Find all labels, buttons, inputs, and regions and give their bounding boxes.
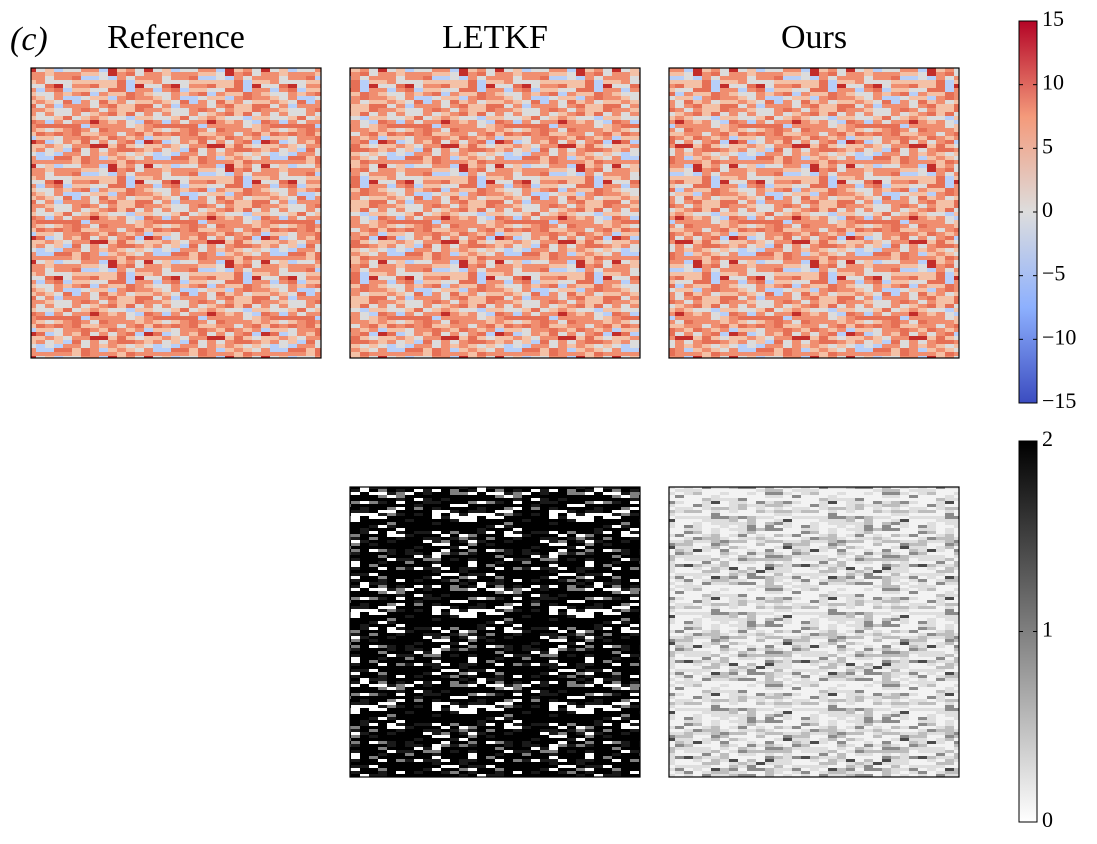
heatmap (668, 67, 960, 359)
panel-label: (c) (10, 21, 48, 58)
colorbar-tick-label: −5 (1042, 261, 1065, 286)
colorbar-tick-label: 1 (1042, 617, 1053, 642)
panel-title: LETKF (442, 19, 548, 56)
panel-title: Ours (781, 19, 847, 56)
heatmap (668, 486, 960, 778)
heatmap (349, 67, 641, 359)
colorbar-tick-label: 0 (1042, 197, 1053, 222)
colorbar-tick-label: 0 (1042, 807, 1053, 832)
colorbar-tick-label: 2 (1042, 426, 1053, 451)
colorbar-tick-label: 15 (1042, 6, 1064, 31)
heatmap (30, 67, 322, 359)
colorbar-tick-label: −15 (1042, 388, 1076, 413)
colorbar-tick-label: 10 (1042, 70, 1064, 95)
heatmap (349, 486, 641, 778)
colorbar-tick-label: −10 (1042, 324, 1076, 349)
panel-title: Reference (107, 19, 245, 56)
colorbar-tick-label: 5 (1042, 133, 1053, 158)
